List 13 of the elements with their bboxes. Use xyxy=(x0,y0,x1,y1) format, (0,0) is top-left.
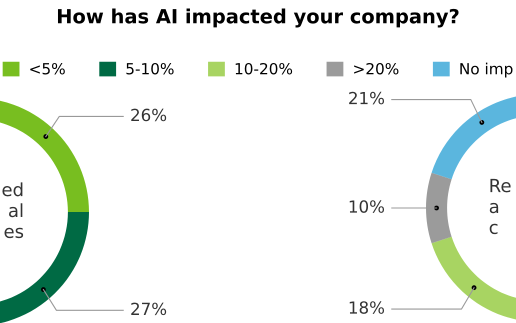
text: How has AI impacted your company? xyxy=(58,8,459,28)
data-label: 18% xyxy=(350,301,384,314)
data-label: 26% xyxy=(131,108,166,122)
data-label: 21% xyxy=(349,92,384,104)
data-label: 10% xyxy=(350,200,384,213)
legend-label: 5-10% xyxy=(126,62,174,74)
text: ed al es xyxy=(2,182,24,238)
legend-label: >20% xyxy=(354,62,398,74)
data-label: 27% xyxy=(131,302,166,316)
legend-label: <5% xyxy=(30,62,65,74)
text: Re a c xyxy=(490,178,511,234)
legend-label: 10-20% xyxy=(236,62,292,74)
legend-label: No imp xyxy=(460,62,512,78)
